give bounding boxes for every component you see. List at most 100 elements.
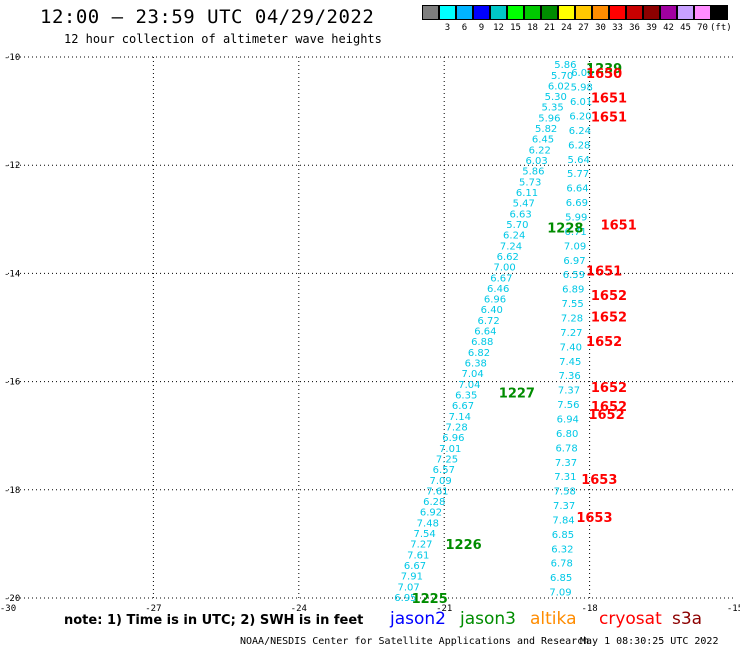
swh-value-label: 7.55	[562, 299, 584, 310]
swh-value-label: 6.28	[568, 140, 590, 151]
pass-time-label: 1653	[576, 511, 612, 526]
scale-label: 30	[595, 23, 606, 33]
swh-value-label: 7.56	[557, 400, 579, 411]
swh-value-label: 7.28	[445, 422, 467, 433]
swh-value-label: 6.82	[468, 348, 490, 359]
swh-value-label: 7.07	[397, 582, 419, 593]
swh-value-label: 7.40	[560, 342, 582, 353]
scale-swatch	[711, 5, 728, 20]
scale-label: 18	[527, 23, 538, 33]
swh-value-label: 7.09	[549, 588, 571, 599]
swh-value-label: 6.67	[404, 561, 426, 572]
swh-value-label: 7.61	[407, 550, 429, 561]
swh-value-label: 5.86	[554, 60, 576, 71]
pass-time-label: 1652	[591, 400, 627, 415]
swh-value-label: 5.70	[551, 71, 573, 82]
swh-value-label: 6.67	[452, 401, 474, 412]
swh-value-label: 6.63	[509, 209, 531, 220]
scale-label: 45	[680, 23, 691, 33]
swh-value-label: 6.64	[566, 184, 588, 195]
swh-value-label: 7.36	[558, 371, 580, 382]
pass-time-label: 1651	[601, 219, 637, 234]
swh-value-label: 7.09	[429, 476, 451, 487]
pass-time-label: 1653	[581, 473, 617, 488]
scale-swatch	[643, 5, 660, 20]
scale-swatch	[439, 5, 456, 20]
swh-value-label: 6.71	[565, 227, 587, 238]
scale-swatch	[626, 5, 643, 20]
legend-cryosat: cryosat	[599, 609, 662, 629]
credit-text: NOAA/NESDIS Center for Satellite Applica…	[240, 636, 590, 647]
swh-value-label: 6.38	[465, 359, 487, 370]
pass-time-label: 1650	[586, 67, 622, 82]
swh-value-label: 7.04	[461, 369, 483, 380]
legend-jason3: jason3	[460, 609, 516, 629]
swh-value-label: 5.77	[567, 169, 589, 180]
swh-value-label: 7.45	[559, 357, 581, 368]
swh-value-label: 6.57	[433, 465, 455, 476]
swh-value-label: 5.99	[565, 212, 587, 223]
swh-value-label: 6.96	[442, 433, 464, 444]
swh-value-label: 7.37	[558, 386, 580, 397]
scale-label: 39	[646, 23, 657, 33]
swh-value-label: 5.47	[513, 199, 535, 210]
swh-value-label: 6.85	[550, 573, 572, 584]
pass-time-label: 1651	[586, 265, 622, 280]
swh-value-label: 7.48	[417, 518, 439, 529]
swh-value-label: 6.72	[477, 316, 499, 327]
swh-value-label: 7.27	[410, 540, 432, 551]
swh-value-label: 5.96	[538, 113, 560, 124]
pass-time-label: 1225	[412, 592, 448, 607]
x-tick-label: -15	[727, 604, 740, 614]
swh-value-label: 6.46	[487, 284, 509, 295]
scale-label: 42	[663, 23, 674, 33]
swh-value-label: 5.86	[522, 167, 544, 178]
swh-value-label: 6.85	[552, 530, 574, 541]
swh-value-label: 6.78	[555, 443, 577, 454]
pass-time-label: 1228	[547, 221, 583, 236]
swh-value-label: 7.91	[401, 572, 423, 583]
swh-value-label: 6.28	[423, 497, 445, 508]
swh-value-label: 6.97	[563, 256, 585, 267]
swh-value-label: 7.54	[413, 529, 435, 540]
pass-time-label: 1652	[586, 335, 622, 350]
swh-value-label: 5.35	[541, 103, 563, 114]
scale-label: 24	[561, 23, 572, 33]
scale-swatch	[490, 5, 507, 20]
swh-value-label: 6.67	[490, 273, 512, 284]
y-tick-label: -10	[4, 53, 20, 63]
chart-subtitle: 12 hour collection of altimeter wave hei…	[64, 32, 382, 46]
swh-value-label: 6.24	[503, 231, 525, 242]
scale-label: 3	[444, 23, 451, 33]
swh-value-label: 6.69	[566, 198, 588, 209]
swh-value-label: 7.24	[500, 241, 522, 252]
chart-title: 12:00 — 23:59 UTC 04/29/2022	[40, 6, 375, 28]
swh-value-label: 6.94	[557, 414, 579, 425]
scale-swatch	[456, 5, 473, 20]
swh-value-label: 6.78	[551, 559, 573, 570]
scale-label: 27	[578, 23, 589, 33]
legend-jason2: jason2	[390, 609, 446, 629]
swh-value-label: 7.28	[561, 313, 583, 324]
swh-value-label: 6.95	[394, 593, 416, 604]
pass-time-label: 1651	[591, 92, 627, 107]
swh-value-label: 5.30	[545, 92, 567, 103]
swh-value-label: 7.84	[552, 515, 574, 526]
swh-value-label: 6.32	[551, 544, 573, 555]
pass-time-label: 1652	[591, 381, 627, 396]
swh-value-label: 7.04	[458, 380, 480, 391]
scale-swatch	[677, 5, 694, 20]
scale-swatch	[507, 5, 524, 20]
x-tick-label: -21	[436, 604, 452, 614]
y-tick-label: -20	[4, 594, 20, 604]
x-tick-label: -30	[0, 604, 16, 614]
scale-swatch	[660, 5, 677, 20]
swh-value-label: 6.59	[563, 270, 585, 281]
swh-value-label: 6.92	[420, 508, 442, 519]
swh-value-label: 5.98	[571, 83, 593, 94]
scale-swatch	[422, 5, 439, 20]
swh-value-label: 6.64	[474, 327, 496, 338]
scale-swatch	[575, 5, 592, 20]
timestamp-text: May 1 08:30:25 UTC 2022	[580, 636, 719, 647]
